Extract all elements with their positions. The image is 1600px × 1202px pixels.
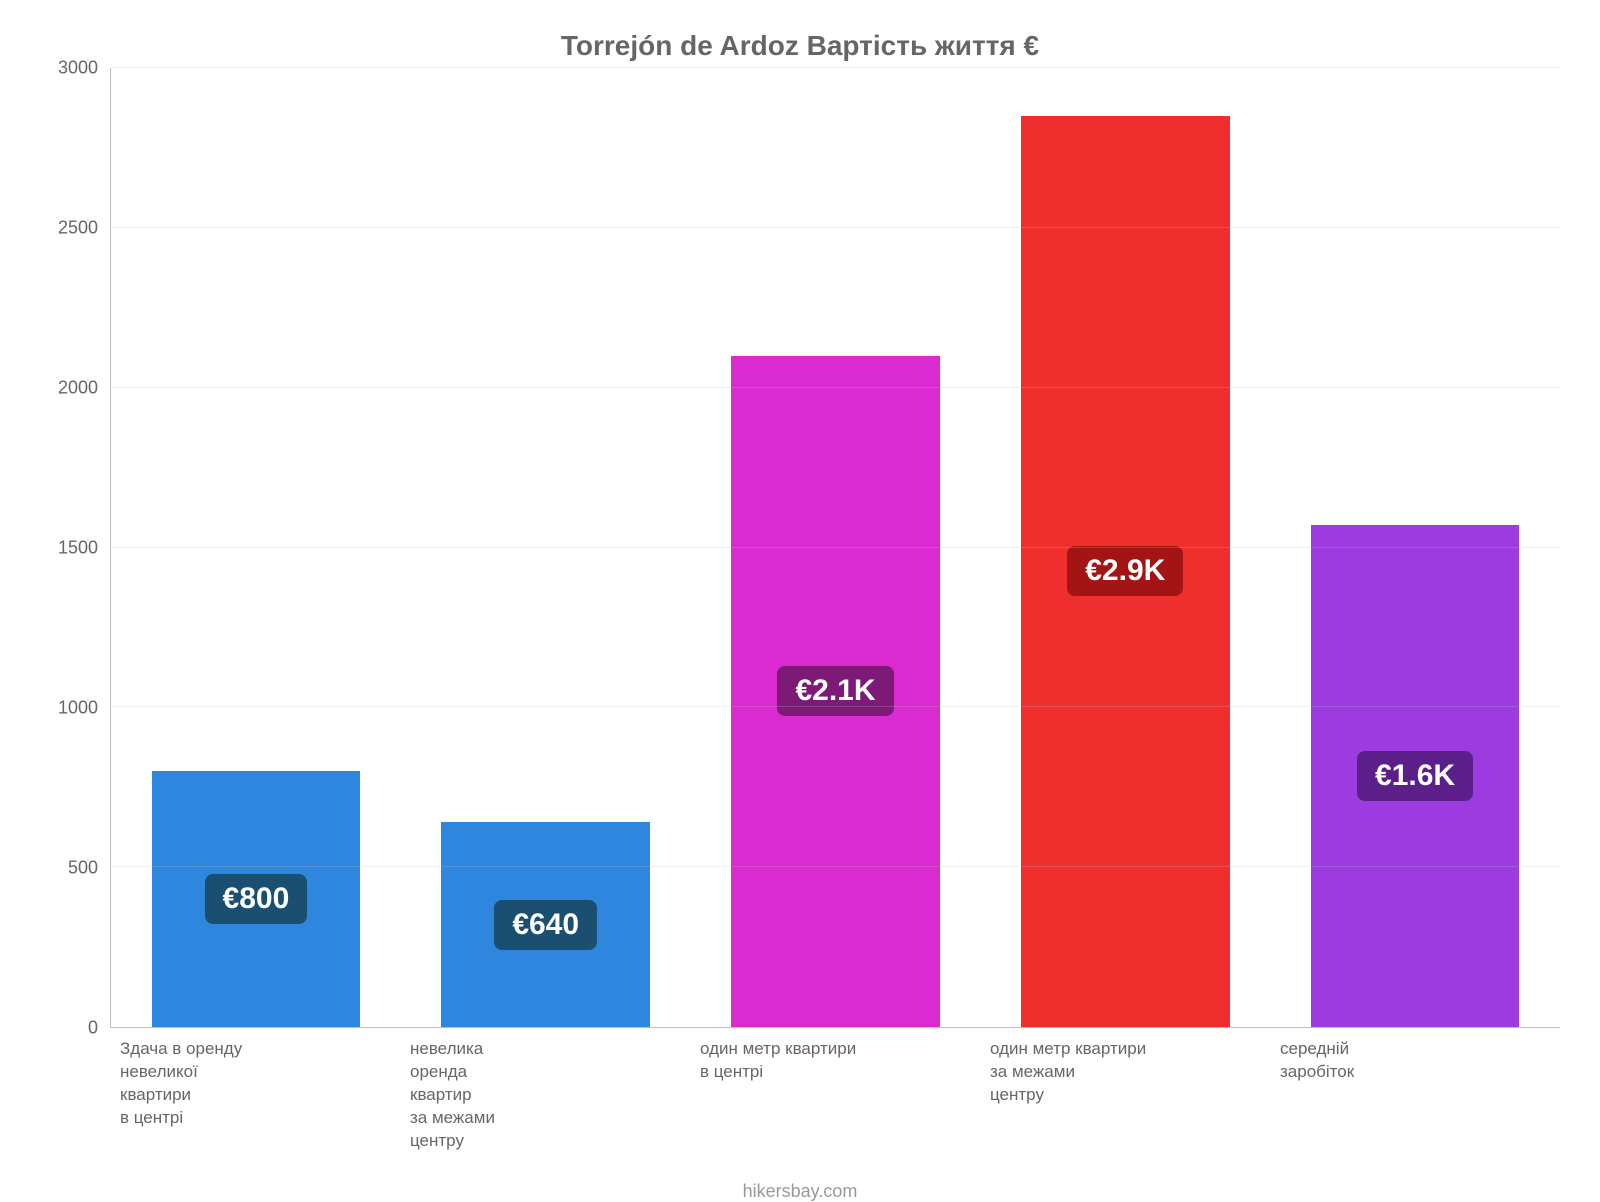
bar-value-label: €2.1K — [777, 666, 893, 716]
bar: €1.6K — [1311, 525, 1520, 1027]
chart-footer: hikersbay.com — [40, 1181, 1560, 1202]
bars-container: €800 €640 €2.1K €2.9K €1.6K — [111, 68, 1560, 1027]
bar-slot: €1.6K — [1270, 68, 1560, 1027]
x-tick-label: Здача в орендуневеликоїквартирив центрі — [110, 1038, 400, 1153]
y-tick-label: 2500 — [58, 218, 98, 239]
bar-value-label: €800 — [205, 874, 308, 924]
x-tick-label: невеликаорендаквартирза межамицентру — [400, 1038, 690, 1153]
y-tick-label: 500 — [68, 858, 98, 879]
y-axis: 050010001500200025003000 — [40, 68, 110, 1028]
bar-value-label: €2.9K — [1067, 546, 1183, 596]
y-tick-label: 0 — [88, 1018, 98, 1039]
bar-value-label: €1.6K — [1357, 751, 1473, 801]
bar: €2.1K — [731, 356, 940, 1027]
x-tick-label: один метр квартирив центрі — [690, 1038, 980, 1153]
bar-slot: €640 — [401, 68, 691, 1027]
grid-line — [111, 706, 1560, 707]
bar: €800 — [152, 771, 361, 1027]
grid-line — [111, 227, 1560, 228]
x-axis: Здача в орендуневеликоїквартирив центрін… — [110, 1038, 1560, 1153]
bar-value-label: €640 — [494, 900, 597, 950]
plot-area: €800 €640 €2.1K €2.9K €1.6K — [110, 68, 1560, 1028]
grid-line — [111, 67, 1560, 68]
x-tick-label: один метр квартириза межамицентру — [980, 1038, 1270, 1153]
chart-title: Torrejón de Ardoz Вартість життя € — [40, 30, 1560, 62]
y-tick-label: 3000 — [58, 58, 98, 79]
y-tick-label: 1000 — [58, 698, 98, 719]
chart-container: Torrejón de Ardoz Вартість життя € 0 500 1… — [0, 0, 1600, 1200]
y-tick-label: 1500 — [58, 538, 98, 559]
grid-line — [111, 387, 1560, 388]
plot-row: 050010001500200025003000 €800€640€2.1K€2… — [40, 68, 1560, 1028]
y-tick-label: 2000 — [58, 378, 98, 399]
bar: €2.9K — [1021, 116, 1230, 1027]
bar-slot: €800 — [111, 68, 401, 1027]
grid-line — [111, 866, 1560, 867]
grid-line — [111, 547, 1560, 548]
bar-slot: €2.1K — [691, 68, 981, 1027]
x-tick-label: середнійзаробіток — [1270, 1038, 1560, 1153]
bar-slot: €2.9K — [980, 68, 1270, 1027]
bar: €640 — [441, 822, 650, 1027]
